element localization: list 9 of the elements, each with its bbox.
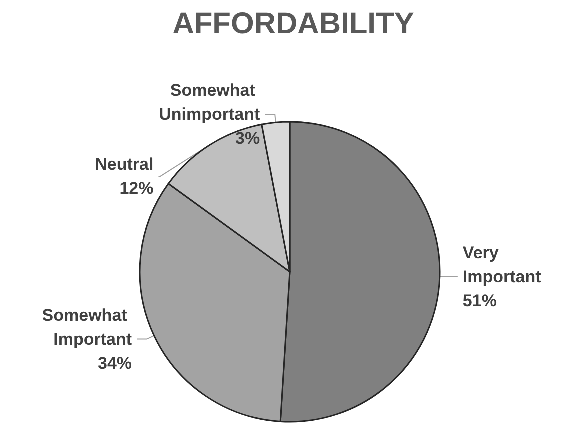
data-label: 51%: [462, 291, 497, 310]
data-label: 34%: [98, 354, 132, 373]
data-label: 3%: [236, 129, 260, 148]
slice-label: Somewhat Unimportant: [159, 81, 260, 124]
slice-label: Neutral: [95, 155, 154, 174]
slice-label: Very Important: [462, 243, 542, 286]
chart-title: AFFORDABILITY: [172, 8, 414, 40]
slice-label: Somewhat Important: [42, 306, 132, 349]
data-label: 12%: [120, 179, 154, 198]
